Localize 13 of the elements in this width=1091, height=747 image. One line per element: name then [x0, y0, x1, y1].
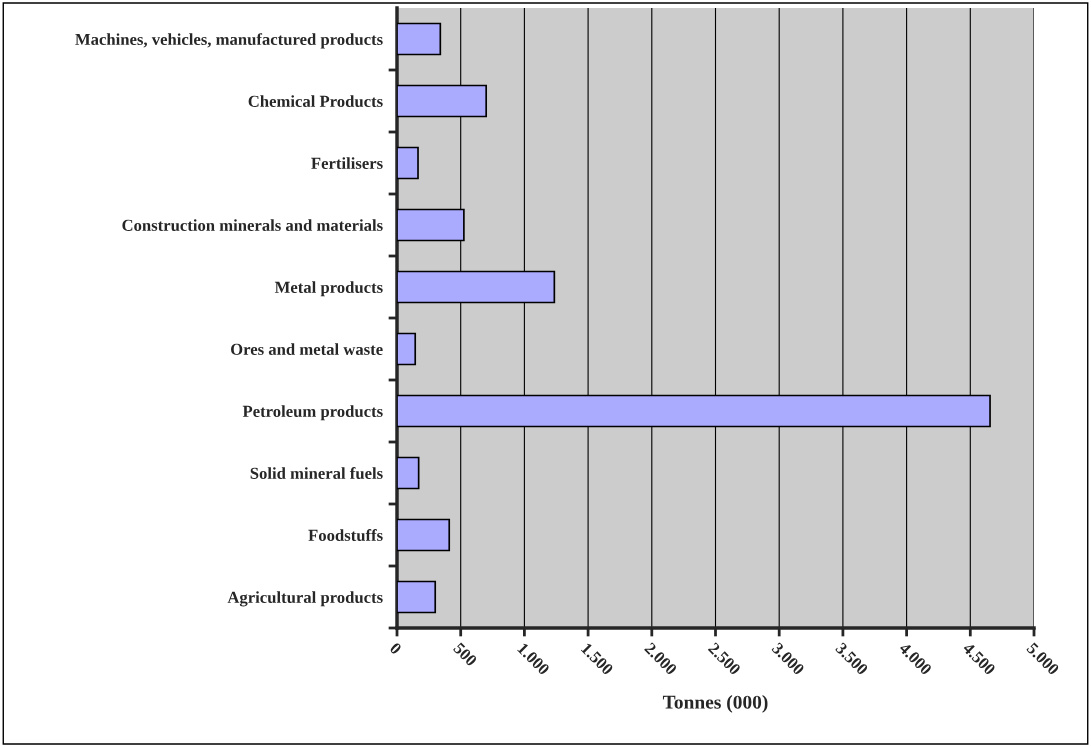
- x-tick-label: 500: [452, 642, 478, 667]
- y-tick-label: Petroleum products: [242, 405, 383, 421]
- x-tick-label: 0: [389, 641, 403, 655]
- y-tick-label: Construction minerals and materials: [122, 219, 383, 231]
- y-tick-label: Solid mineral fuels: [250, 467, 383, 479]
- y-tick-label: Foodstuffs: [308, 529, 383, 541]
- x-axis-title: Tonnes (000): [662, 695, 768, 713]
- y-tick-label: Agricultural products: [227, 591, 383, 607]
- y-tick-label: Machines, vehicles, manufactured products: [75, 33, 383, 49]
- y-tick-label: Chemical Products: [248, 95, 383, 107]
- y-tick-label: Fertilisers: [311, 157, 383, 169]
- y-tick-label: Metal products: [274, 281, 383, 297]
- y-tick-label: Ores and metal waste: [231, 343, 383, 355]
